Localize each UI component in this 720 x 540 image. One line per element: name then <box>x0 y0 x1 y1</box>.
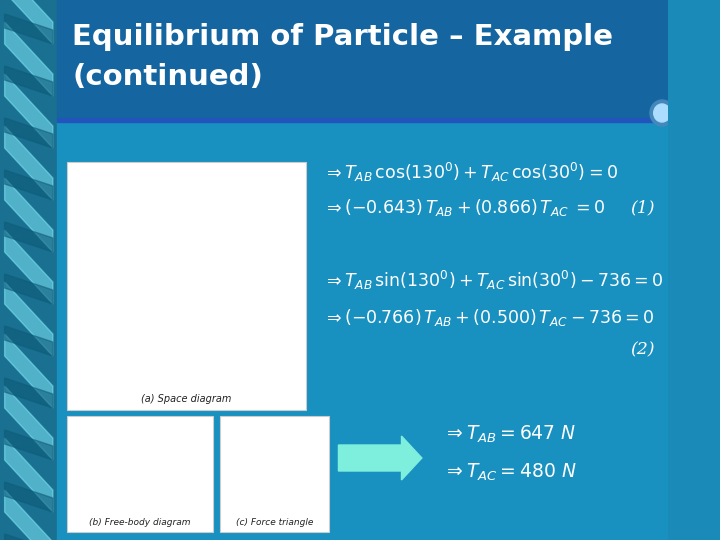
Text: $\Rightarrow T_{AB} = 647\ N$: $\Rightarrow T_{AB} = 647\ N$ <box>444 423 577 444</box>
Polygon shape <box>4 282 53 356</box>
Bar <box>0 0 58 540</box>
Polygon shape <box>4 378 53 408</box>
Polygon shape <box>4 482 53 512</box>
Text: (continued): (continued) <box>72 63 264 91</box>
Polygon shape <box>4 66 53 96</box>
Polygon shape <box>4 170 53 200</box>
Polygon shape <box>4 222 53 252</box>
Polygon shape <box>4 74 53 148</box>
Bar <box>58 122 667 540</box>
Polygon shape <box>4 334 53 408</box>
Polygon shape <box>4 274 53 304</box>
Bar <box>220 416 329 532</box>
Text: $\Rightarrow T_{AB}\,\cos(130^0) + T_{AC}\,\cos(30^0) = 0$: $\Rightarrow T_{AB}\,\cos(130^0) + T_{AC… <box>323 160 618 184</box>
Text: (2): (2) <box>630 341 654 359</box>
Text: (1): (1) <box>630 199 654 217</box>
Bar <box>67 162 306 410</box>
Bar <box>58 0 667 118</box>
Polygon shape <box>4 22 53 96</box>
Polygon shape <box>4 534 53 540</box>
Text: $\Rightarrow T_{AC} = 480\ N$: $\Rightarrow T_{AC} = 480\ N$ <box>444 461 577 483</box>
Polygon shape <box>4 118 53 148</box>
Polygon shape <box>4 386 53 460</box>
Text: (b) Free-body diagram: (b) Free-body diagram <box>89 518 191 527</box>
Bar <box>58 118 667 122</box>
Polygon shape <box>4 438 53 512</box>
Text: $\Rightarrow (-0.643)\,T_{AB} + (0.866)\,T_{AC}\; = 0$: $\Rightarrow (-0.643)\,T_{AB} + (0.866)\… <box>323 198 606 219</box>
Text: (a) Space diagram: (a) Space diagram <box>141 394 232 404</box>
Polygon shape <box>4 14 53 44</box>
Bar <box>67 416 213 532</box>
Polygon shape <box>4 230 53 304</box>
Polygon shape <box>4 490 53 540</box>
Text: $\Rightarrow (-0.766)\,T_{AB} + (0.500)\,T_{AC} - 736 = 0$: $\Rightarrow (-0.766)\,T_{AB} + (0.500)\… <box>323 307 654 328</box>
Text: Equilibrium of Particle – Example: Equilibrium of Particle – Example <box>72 23 613 51</box>
FancyArrow shape <box>338 436 422 480</box>
Text: $\Rightarrow T_{AB}\,\sin(130^0) + T_{AC}\,\sin(30^0) - 736 = 0$: $\Rightarrow T_{AB}\,\sin(130^0) + T_{AC… <box>323 268 663 292</box>
Polygon shape <box>4 326 53 356</box>
Polygon shape <box>4 430 53 460</box>
Circle shape <box>654 104 670 122</box>
Polygon shape <box>4 178 53 252</box>
Circle shape <box>650 100 674 126</box>
Polygon shape <box>4 0 53 44</box>
Polygon shape <box>4 126 53 200</box>
Text: (c) Force triangle: (c) Force triangle <box>235 518 313 527</box>
